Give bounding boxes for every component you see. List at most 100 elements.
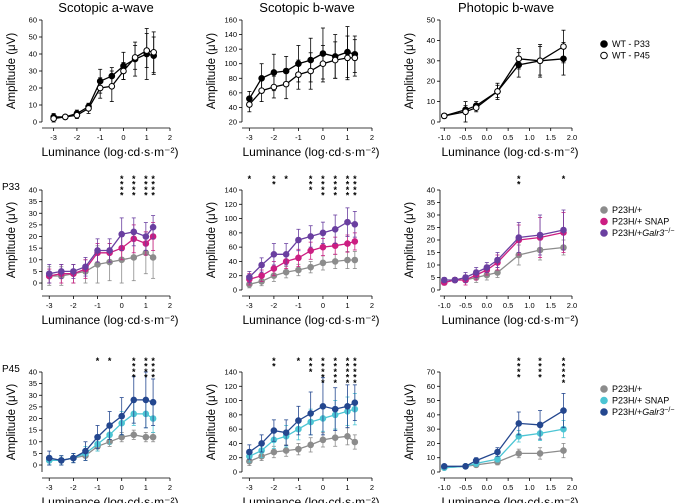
x-tick-label: -1 <box>97 133 104 142</box>
x-tick-label: 0.5 <box>503 301 513 310</box>
y-tick-label: 50 <box>427 396 435 405</box>
chart-panel-9: 0 10 20 30 40 50 60 70 -1.0 -0.5 0.0 0.5 1.0 1.5 2.0 Lu… <box>404 356 579 503</box>
x-tick-label: 0.5 <box>503 133 513 142</box>
data-point <box>149 223 157 231</box>
legend-text: P23H/+ <box>612 205 642 215</box>
significance-star: * <box>132 367 136 377</box>
x-tick-label: 1.5 <box>545 483 555 492</box>
data-point <box>73 111 81 119</box>
significance-star: * <box>517 373 521 383</box>
data-point <box>331 434 339 442</box>
significance-star: * <box>562 362 566 372</box>
significance-star: * <box>120 180 124 190</box>
significance-star: * <box>321 367 325 377</box>
significance-star: * <box>321 362 325 372</box>
x-tick-label: 0 <box>120 301 124 310</box>
x-tick-label: -0.5 <box>459 301 472 310</box>
x-tick-label: -3 <box>46 483 53 492</box>
significance-star: * <box>144 356 148 366</box>
significance-star: * <box>151 180 155 190</box>
significance-star: * <box>333 378 337 388</box>
x-tick-label: 0 <box>321 133 325 142</box>
significance-star: * <box>120 185 124 195</box>
data-point <box>258 261 265 269</box>
significance-star: * <box>346 180 350 190</box>
x-tick-label: 1 <box>144 483 148 492</box>
data-point <box>282 80 290 88</box>
series-line <box>49 252 154 277</box>
data-point <box>118 230 125 238</box>
data-point <box>130 254 138 261</box>
chart-panel-1: Scotopic a-wave 0 10 20 30 40 50 60 -3 -2 -1 0 1 2 Lum… <box>6 0 179 159</box>
significance-star: * <box>333 180 337 190</box>
series-line <box>49 226 154 275</box>
y-tick-label: 30 <box>29 391 37 400</box>
x-tick-label: 0.5 <box>503 483 513 492</box>
series-p23h-snap <box>246 232 359 286</box>
legend-gene: Galr3 <box>642 228 664 238</box>
series-wt-p33 <box>50 28 158 121</box>
y-tick-label: 80 <box>229 74 237 83</box>
y-tick-label: 20 <box>427 236 435 245</box>
significance-star: * <box>297 356 301 366</box>
significance-star: * <box>562 367 566 377</box>
y-tick-label: 35 <box>29 197 37 206</box>
panel-title: Scotopic a-wave <box>58 0 153 15</box>
data-point <box>351 238 359 245</box>
series-p23h- <box>45 231 157 286</box>
series-p23h-galr3- <box>246 377 359 460</box>
series-line <box>49 434 154 462</box>
chart-panel-6: 0 5 10 15 20 25 30 35 40 -1.0 -0.5 0.0 0.5 1.0 1.5 2.0 L… <box>404 174 579 327</box>
significance-star: * <box>120 174 124 184</box>
significance-star: * <box>346 174 350 184</box>
data-point <box>82 447 89 455</box>
legend-marker <box>600 229 608 237</box>
legend-marker <box>600 217 608 226</box>
y-tick-label: 15 <box>29 244 37 253</box>
series-p23h-galr3- <box>45 215 157 284</box>
y-axis-label: Amplitude (μV) <box>206 202 218 278</box>
data-point <box>149 254 157 261</box>
y-tick-label: 10 <box>427 453 435 462</box>
legend-text: P23H/+ SNAP <box>612 396 669 406</box>
significance-star: * <box>333 191 337 201</box>
data-point <box>483 264 491 271</box>
significance-star: * <box>96 356 100 366</box>
y-tick-label: 35 <box>29 379 37 388</box>
series-line <box>249 240 355 280</box>
data-point <box>295 254 302 262</box>
series-wt-p45 <box>50 31 158 123</box>
data-point <box>106 422 113 429</box>
y-tick-label: 140 <box>224 368 237 377</box>
x-tick-label: -0.5 <box>459 133 472 142</box>
significance-star: * <box>309 180 313 190</box>
x-tick-label: 0 <box>321 483 325 492</box>
x-tick-label: -3 <box>246 133 253 142</box>
significance-star: * <box>321 378 325 388</box>
significance-star: * <box>309 356 313 366</box>
data-point <box>319 259 327 267</box>
series-wt-p45 <box>440 29 567 123</box>
data-point <box>307 233 314 240</box>
x-axis-label: Luminance (log·cd·s·m⁻²) <box>441 145 578 159</box>
significance-star: * <box>333 185 337 195</box>
y-tick-label: 25 <box>427 223 435 232</box>
series-line <box>444 231 564 284</box>
data-point <box>515 55 523 63</box>
significance-star: * <box>517 367 521 377</box>
y-tick-label: 120 <box>224 200 237 209</box>
y-tick-label: 40 <box>29 368 37 377</box>
y-tick-label: 0 <box>431 286 435 295</box>
series-line <box>53 49 154 120</box>
y-tick-label: 60 <box>229 88 237 97</box>
significance-star: * <box>353 185 357 195</box>
data-point <box>58 457 65 464</box>
legend-item: P23H/+ <box>600 205 642 215</box>
y-tick-label: 80 <box>229 410 237 419</box>
y-axis-label: Amplitude (μV) <box>404 33 416 109</box>
y-tick-label: 25 <box>29 220 37 229</box>
data-point <box>331 225 339 233</box>
panel-title: Photopic b-wave <box>458 0 554 15</box>
data-point <box>440 276 448 284</box>
series-p23h- <box>246 427 359 466</box>
